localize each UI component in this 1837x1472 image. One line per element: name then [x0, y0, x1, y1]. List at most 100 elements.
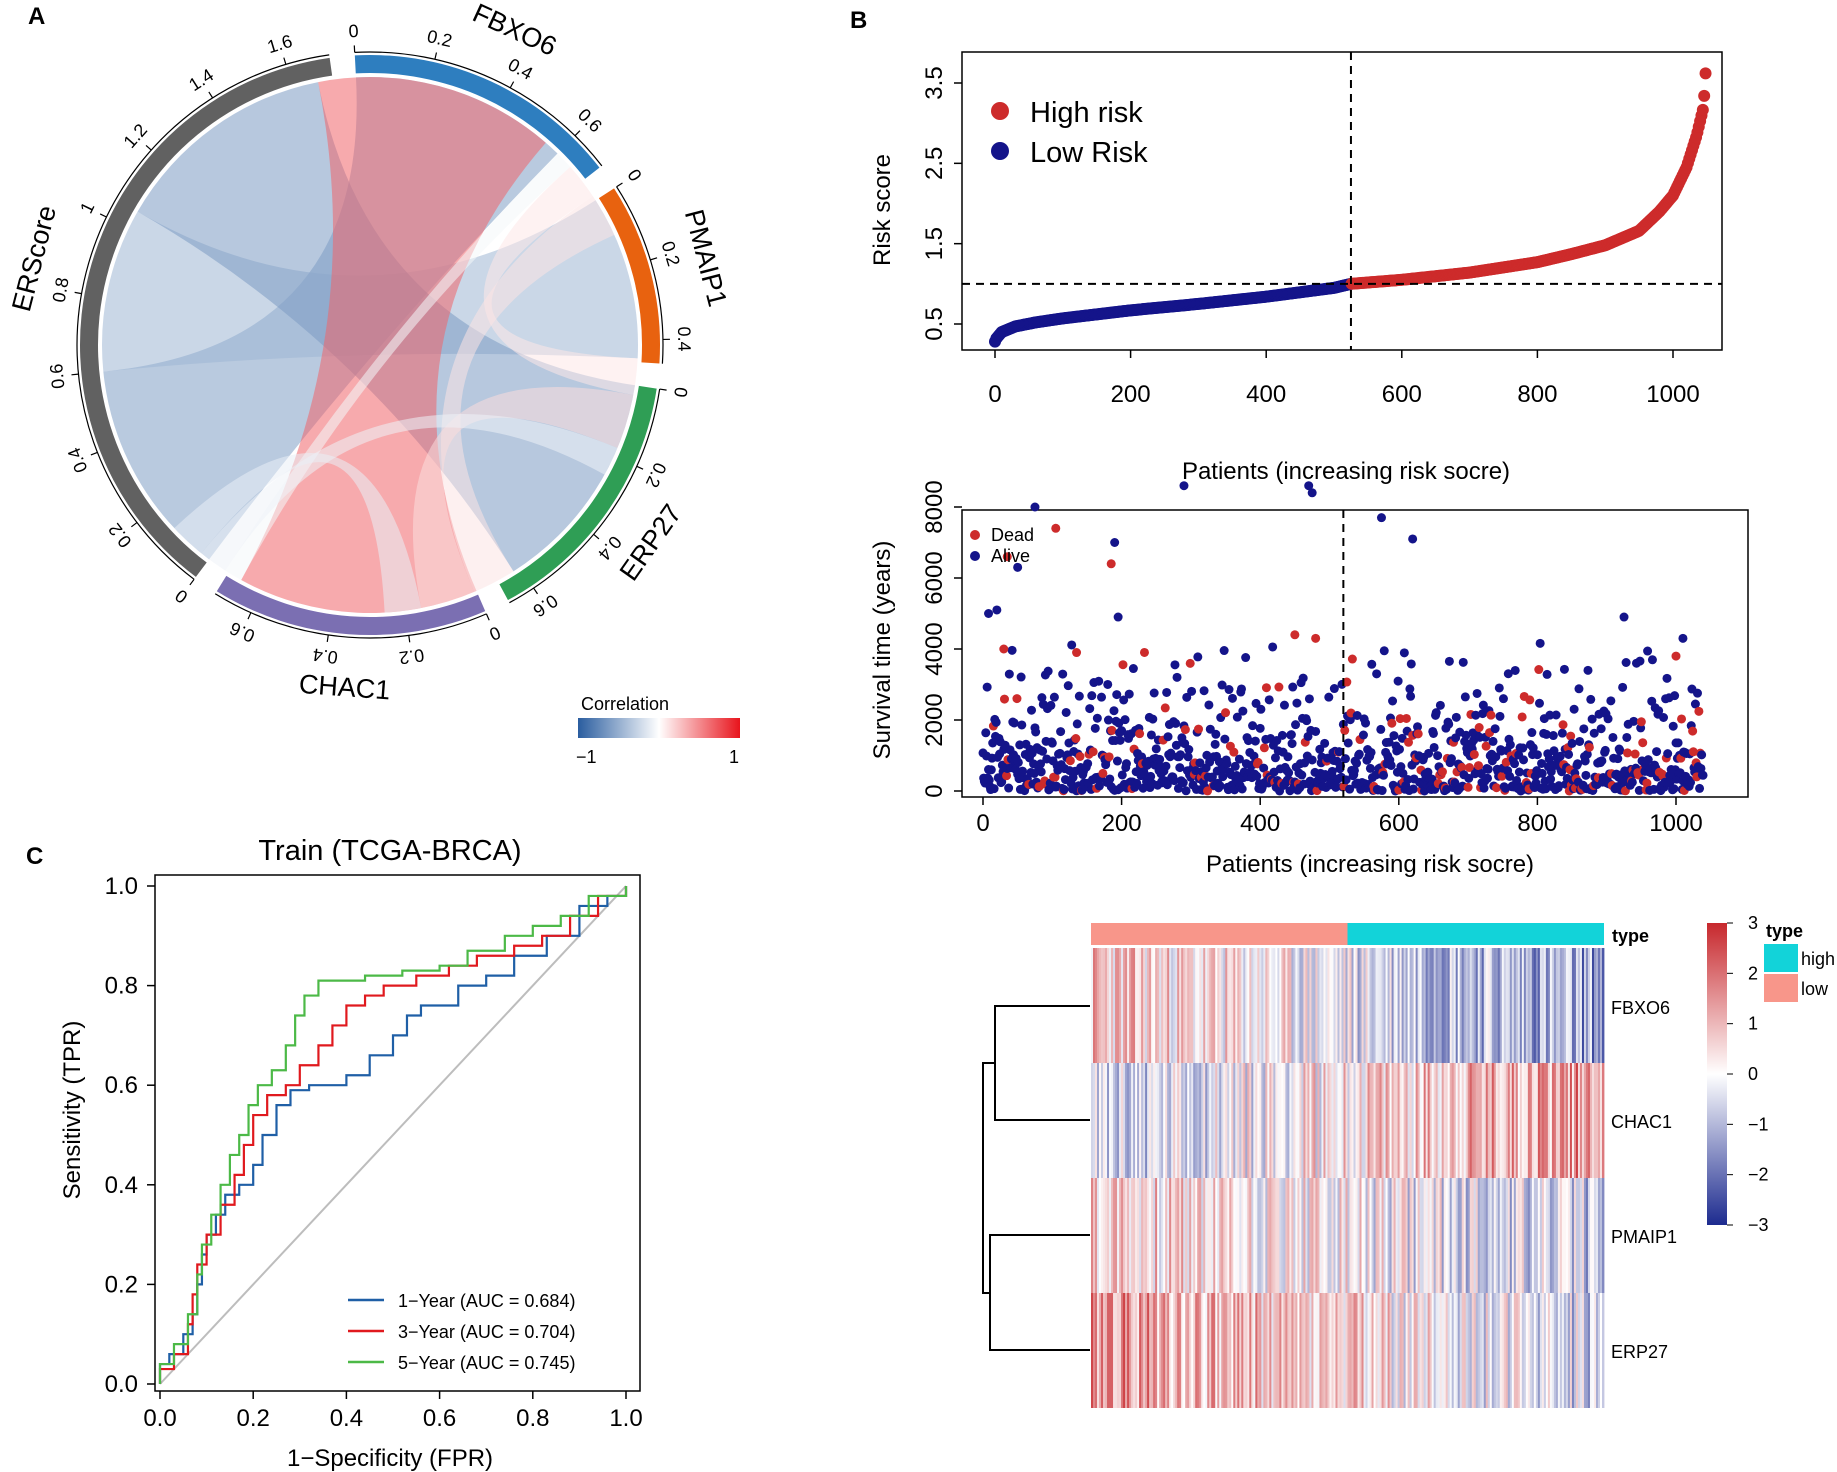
heatmap-cell-fbxo6: [1263, 948, 1266, 1063]
alive-point: [1379, 770, 1389, 780]
heatmap-cell-erp27: [1111, 1293, 1114, 1408]
heatmap-cell-fbxo6: [1549, 948, 1553, 1063]
heatmap-cell-pmaip1: [1417, 1178, 1421, 1293]
heatmap-cell-pmaip1: [1587, 1178, 1591, 1293]
heatmap-cell-chac1: [1431, 1063, 1435, 1178]
heatmap-cell-erp27: [1441, 1293, 1445, 1408]
sector-tick: [283, 57, 287, 65]
heatmap-cell-pmaip1: [1229, 1178, 1232, 1293]
heatmap-cell-chac1: [1505, 1063, 1509, 1178]
dead-point: [1012, 694, 1022, 704]
alive-point: [1067, 640, 1077, 650]
heatmap-cell-fbxo6: [1181, 948, 1184, 1063]
heatmap-cell-chac1: [1167, 1063, 1170, 1178]
heatmap-cell-chac1: [1405, 1063, 1409, 1178]
alive-point: [1207, 772, 1217, 782]
heatmap-cell-fbxo6: [1225, 948, 1228, 1063]
heatmap-cell-chac1: [1119, 1063, 1122, 1178]
alive-point: [1545, 710, 1555, 720]
heatmap-cell-erp27: [1121, 1293, 1124, 1408]
heatmap-cell-pmaip1: [1599, 1178, 1603, 1293]
heatmap-cell-chac1: [1277, 1063, 1280, 1178]
heatmap-cell-chac1: [1511, 1063, 1515, 1178]
alive-point: [1187, 686, 1197, 696]
alive-point: [1324, 692, 1334, 702]
heatmap-cell-pmaip1: [1279, 1178, 1282, 1293]
dead-point: [1688, 726, 1698, 736]
heatmap-cell-chac1: [1341, 1063, 1344, 1178]
heatmap-cell-fbxo6: [1189, 948, 1192, 1063]
heatmap-cell-erp27: [1363, 1293, 1366, 1408]
alive-point: [1169, 776, 1179, 786]
alive-point: [1340, 754, 1350, 764]
heatmap-cell-pmaip1: [1379, 1178, 1382, 1293]
heatmap-cell-fbxo6: [1299, 948, 1302, 1063]
heatmap-cell-chac1: [1117, 1063, 1120, 1178]
heatmap-cell-erp27: [1337, 1293, 1340, 1408]
heatmap-cells: [1091, 923, 1605, 1408]
legend-high-risk-marker: [991, 102, 1009, 120]
heatmap-cell-chac1: [1423, 1063, 1427, 1178]
heatmap-cell-pmaip1: [1371, 1178, 1374, 1293]
heatmap-cell-pmaip1: [1525, 1178, 1529, 1293]
alive-point: [1017, 720, 1027, 730]
heatmap-cell-chac1: [1369, 1063, 1372, 1178]
heatmap-cell-erp27: [1281, 1293, 1284, 1408]
heatmap-cell-fbxo6: [1091, 948, 1094, 1063]
survival-y-tick-label: 6000: [921, 551, 948, 604]
heatmap-cell-erp27: [1453, 1293, 1457, 1408]
scale-tick-label: −2: [1748, 1165, 1769, 1185]
heatmap-cell-erp27: [1269, 1293, 1272, 1408]
heatmap-cell-fbxo6: [1463, 948, 1467, 1063]
heatmap-cell-erp27: [1315, 1293, 1318, 1408]
dead-point: [1584, 742, 1594, 752]
heatmap-cell-erp27: [1141, 1293, 1144, 1408]
alive-point: [1519, 755, 1529, 765]
heatmap-cell-fbxo6: [1201, 948, 1204, 1063]
roc-legend-label-1: 1−Year (AUC = 0.684): [398, 1291, 575, 1311]
heatmap-cell-fbxo6: [1121, 948, 1124, 1063]
heatmap-cell-pmaip1: [1245, 1178, 1248, 1293]
alive-point: [1372, 669, 1382, 679]
heatmap-cell-chac1: [1563, 1063, 1567, 1178]
heatmap-cell-chac1: [1531, 1063, 1535, 1178]
alive-point: [1479, 783, 1489, 793]
heatmap-cell-pmaip1: [1247, 1178, 1250, 1293]
heatmap-cell-erp27: [1225, 1293, 1228, 1408]
alive-point: [1036, 759, 1046, 769]
heatmap-cell-fbxo6: [1137, 948, 1140, 1063]
alive-point: [1627, 777, 1637, 787]
heatmap-cell-fbxo6: [1371, 948, 1374, 1063]
heatmap-cell-erp27: [1131, 1293, 1134, 1408]
heatmap-cell-pmaip1: [1109, 1178, 1112, 1293]
survival-x-tick-label: 600: [1379, 810, 1419, 837]
heatmap-cell-fbxo6: [1125, 948, 1128, 1063]
roc-y-axis-label: Sensitivity (TPR): [59, 1021, 86, 1200]
heatmap-cell-pmaip1: [1179, 1178, 1182, 1293]
sector-tick: [247, 612, 252, 620]
heatmap-cell-chac1: [1451, 1063, 1455, 1178]
heatmap-cell-pmaip1: [1123, 1178, 1126, 1293]
heatmap-cell-pmaip1: [1277, 1178, 1280, 1293]
roc-legend-label-2: 3−Year (AUC = 0.704): [398, 1322, 575, 1342]
heatmap-cell-pmaip1: [1517, 1178, 1521, 1293]
sector-tick-label: 1.4: [185, 65, 217, 95]
heatmap-cell-erp27: [1297, 1293, 1300, 1408]
heatmap-cell-pmaip1: [1473, 1178, 1477, 1293]
alive-point: [1668, 721, 1678, 731]
heatmap-cell-pmaip1: [1461, 1178, 1465, 1293]
heatmap-cell-pmaip1: [1425, 1178, 1429, 1293]
dead-point: [1221, 708, 1231, 718]
alive-point: [1662, 673, 1672, 683]
alive-point: [1175, 763, 1185, 773]
heatmap-cell-chac1: [1297, 1063, 1300, 1178]
heatmap-cell-erp27: [1485, 1293, 1489, 1408]
heatmap-cell-erp27: [1221, 1293, 1224, 1408]
heatmap-cell-chac1: [1445, 1063, 1449, 1178]
heatmap-cell-pmaip1: [1233, 1178, 1236, 1293]
heatmap-cell-fbxo6: [1135, 948, 1138, 1063]
risk-y-tick-label: 0.5: [921, 307, 948, 340]
heatmap-cell-pmaip1: [1295, 1178, 1298, 1293]
alive-point: [1094, 676, 1104, 686]
